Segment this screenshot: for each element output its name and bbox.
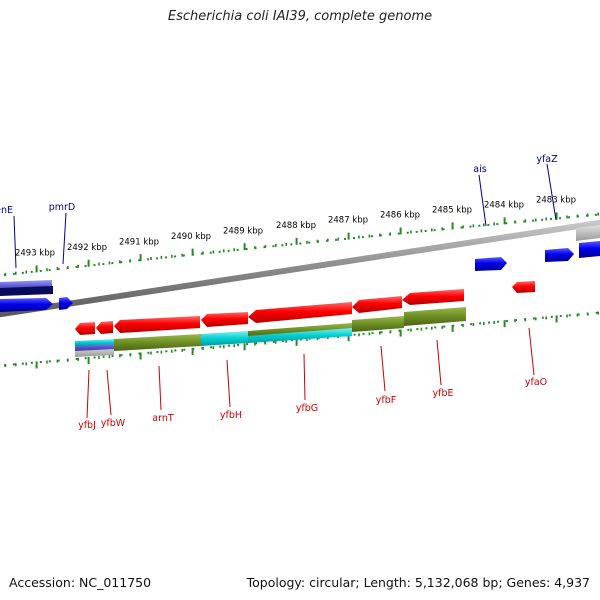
cog-band-olive-3 (352, 316, 404, 332)
gene-label-yfaO[interactable]: yfaO (525, 377, 547, 388)
gene-label-yfbW[interactable]: yfbW (101, 418, 126, 429)
gene-ais-arrow[interactable] (475, 257, 507, 271)
gene-reverse-arrow-1[interactable] (75, 322, 95, 335)
accession-text: Accession: NC_011750 (9, 575, 152, 590)
gene-label-yfbJ[interactable]: yfbJ (78, 420, 96, 431)
ruler-label-kbp: 2490 kbp (171, 232, 211, 242)
gene-yfbH-arrow[interactable] (201, 312, 248, 327)
forward-ruler-ticks (4, 212, 600, 276)
gene-forward-arrow[interactable] (0, 298, 53, 312)
cog-band-olive-4 (404, 307, 466, 326)
gene-label-yfaZ[interactable]: yfaZ (536, 154, 558, 165)
gene-arnT-arrow[interactable] (114, 316, 200, 333)
ruler-labels: 2493 kbp 2492 kbp 2491 kbp 2490 kbp 2489 kbp… (15, 196, 576, 259)
forward-ruler-dots (0, 213, 600, 277)
gene-label-yfbE[interactable]: yfbE (433, 388, 454, 399)
cog-band-olive-1 (114, 334, 201, 351)
gene-yfbG-arrow[interactable] (248, 302, 352, 323)
cog-band-cyan-1 (75, 339, 114, 346)
gene-menE-cog-bar (0, 286, 53, 296)
gene-yfbE-arrow[interactable] (402, 289, 464, 305)
ruler-label-kbp: 2483 kbp (536, 196, 576, 206)
ruler-label-kbp: 2487 kbp (328, 216, 368, 226)
ruler-label-kbp: 2489 kbp (223, 226, 263, 236)
gene-label-menE[interactable]: menE (0, 205, 13, 216)
reverse-label-leaders (86, 327, 535, 419)
ruler-label-kbp: 2493 kbp (15, 249, 55, 259)
ruler-label-kbp: 2488 kbp (276, 221, 316, 231)
ruler-label-kbp: 2491 kbp (119, 237, 159, 247)
gene-pmrD-arrow[interactable] (59, 297, 73, 310)
genome-backbone (0, 219, 600, 318)
genome-title: Escherichia coli IAI39, complete genome (167, 9, 433, 24)
ruler-label-kbp: 2486 kbp (380, 210, 420, 220)
reverse-ruler-ticks (4, 311, 600, 369)
cog-band-cyan-2 (201, 331, 248, 346)
cog-band-cyan-3 (248, 328, 352, 343)
gene-label-ais[interactable]: ais (473, 164, 486, 175)
ruler-label-kbp: 2484 kbp (484, 200, 524, 210)
cog-band-olive-2 (248, 323, 352, 337)
gene-label-yfbF[interactable]: yfbF (376, 395, 396, 406)
gene-forward-light-edge (576, 225, 600, 241)
gene-yfbF-arrow[interactable] (352, 296, 402, 313)
gene-label-yfbG[interactable]: yfbG (296, 403, 318, 414)
genome-stats-text: Topology: circular; Length: 5,132,068 bp… (246, 575, 590, 590)
ruler-label-kbp: 2485 kbp (432, 205, 472, 215)
gene-reverse-arrow-2[interactable] (96, 321, 113, 334)
ruler-label-kbp: 2492 kbp (67, 243, 107, 253)
gene-yfaO-arrow[interactable] (512, 281, 535, 293)
gene-label-yfbH[interactable]: yfbH (220, 410, 242, 421)
gene-label-pmrD[interactable]: pmrD (49, 202, 76, 213)
gene-yfaZ-arrow[interactable] (545, 248, 574, 262)
gene-forward-arrow-edge[interactable] (579, 241, 600, 258)
gene-label-arnT[interactable]: arnT (152, 413, 174, 424)
forward-label-leaders (13, 163, 557, 269)
